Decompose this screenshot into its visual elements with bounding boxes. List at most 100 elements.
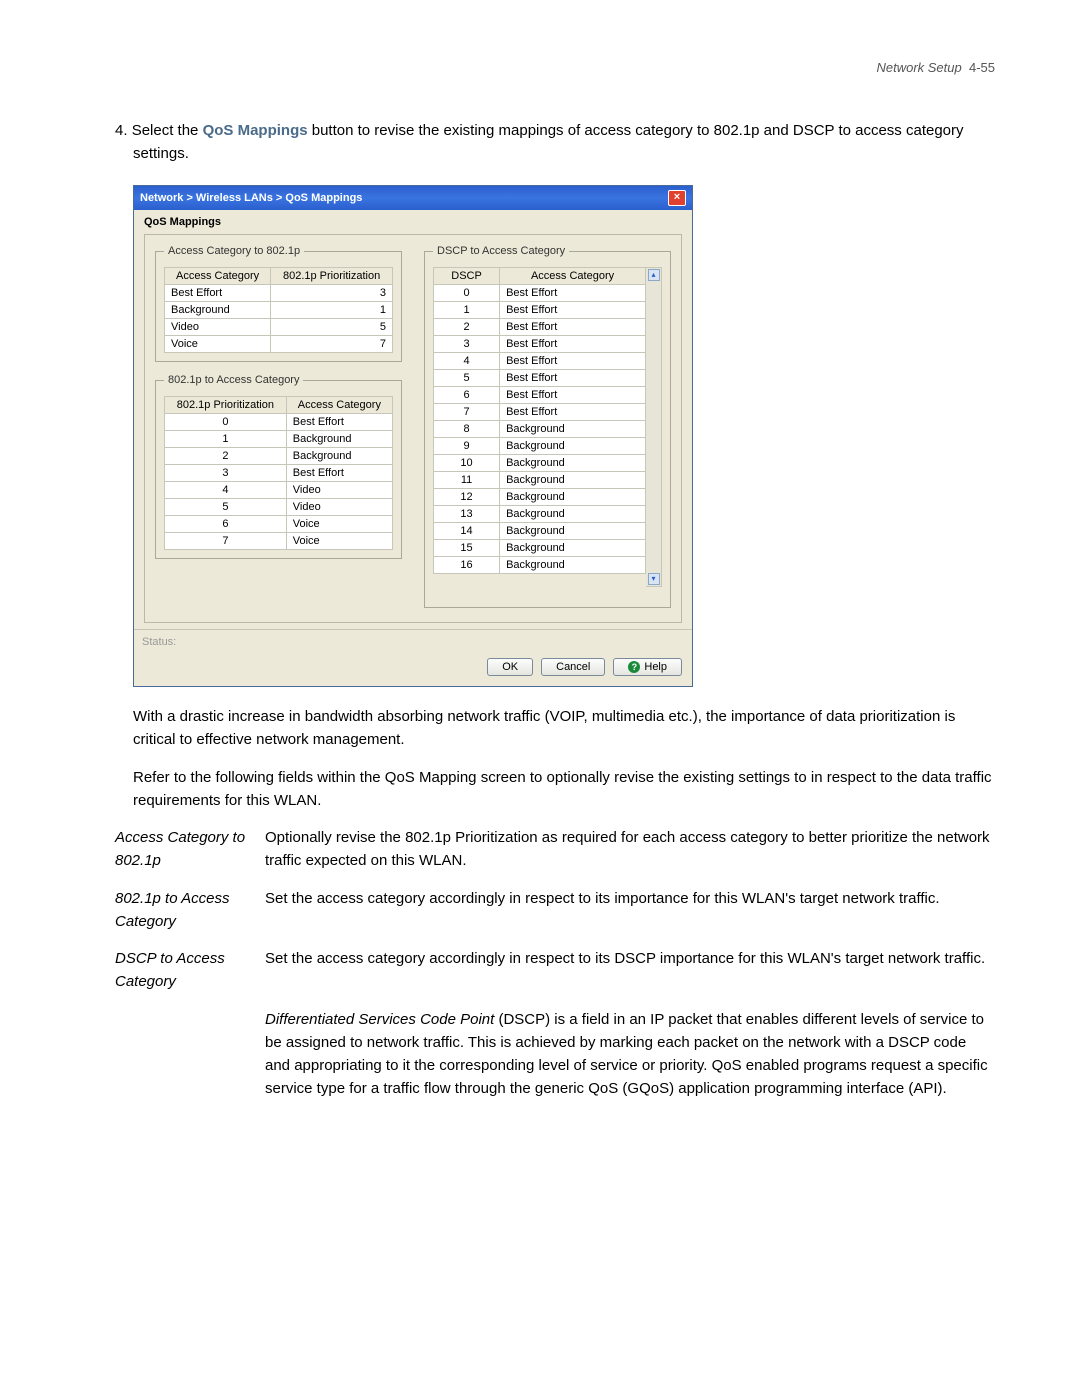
column-header: Access Category	[286, 397, 392, 414]
table-row[interactable]: 2Background	[165, 448, 393, 465]
table-row[interactable]: 0Best Effort	[434, 285, 646, 302]
table-row[interactable]: 14Background	[434, 523, 646, 540]
table-row[interactable]: 5Video	[165, 499, 393, 516]
definition-term: DSCP to Access Category	[115, 947, 265, 994]
table-row[interactable]: 4Video	[165, 482, 393, 499]
step-number: 4.	[115, 122, 128, 139]
table-row[interactable]: 8Background	[434, 421, 646, 438]
table-cell: Background	[500, 489, 646, 506]
table-cell: 7	[434, 404, 500, 421]
table-8021p-to-ac[interactable]: 802.1p PrioritizationAccess Category0Bes…	[164, 396, 393, 550]
table-row[interactable]: 3Best Effort	[165, 465, 393, 482]
help-button[interactable]: ?Help	[613, 658, 682, 676]
table-row[interactable]: 4Best Effort	[434, 353, 646, 370]
table-cell: 7	[271, 336, 393, 353]
table-cell: 6	[165, 516, 287, 533]
table-cell: 2	[165, 448, 287, 465]
table-row[interactable]: Video5	[165, 319, 393, 336]
table-cell: 14	[434, 523, 500, 540]
table-ac-to-8021p[interactable]: Access Category802.1p PrioritizationBest…	[164, 267, 393, 353]
table-cell: Best Effort	[500, 302, 646, 319]
status-label: Status:	[142, 636, 176, 648]
section-label: QoS Mappings	[144, 214, 682, 234]
qos-mappings-dialog: Network > Wireless LANs > QoS Mappings ×…	[133, 185, 693, 687]
definition-desc: Optionally revise the 802.1p Prioritizat…	[265, 826, 995, 873]
table-row[interactable]: 10Background	[434, 455, 646, 472]
table-cell: Best Effort	[500, 370, 646, 387]
table-cell: 3	[165, 465, 287, 482]
table-cell: 4	[434, 353, 500, 370]
table-cell: 13	[434, 506, 500, 523]
table-row[interactable]: 15Background	[434, 540, 646, 557]
close-icon[interactable]: ×	[668, 190, 686, 206]
ok-button[interactable]: OK	[487, 658, 533, 676]
table-row[interactable]: Background1	[165, 302, 393, 319]
table-row[interactable]: Voice7	[165, 336, 393, 353]
table-cell: Background	[500, 421, 646, 438]
table-row[interactable]: 9Background	[434, 438, 646, 455]
note-row: Differentiated Services Code Point (DSCP…	[115, 1008, 995, 1101]
table-cell: 5	[271, 319, 393, 336]
table-row[interactable]: 6Best Effort	[434, 387, 646, 404]
column-header: 802.1p Prioritization	[165, 397, 287, 414]
button-row: OK Cancel ?Help	[134, 650, 692, 686]
group-ac-to-8021p: Access Category to 802.1p Access Categor…	[155, 245, 402, 362]
scrollbar[interactable]: ▴ ▾	[646, 267, 662, 587]
group-dscp-to-ac: DSCP to Access Category DSCPAccess Categ…	[424, 245, 671, 608]
status-row: Status:	[134, 629, 692, 650]
table-cell: Voice	[165, 336, 271, 353]
para-1: With a drastic increase in bandwidth abs…	[133, 705, 995, 752]
definition-row: DSCP to Access CategorySet the access ca…	[115, 947, 995, 994]
table-cell: Best Effort	[500, 285, 646, 302]
table-row[interactable]: 1Background	[165, 431, 393, 448]
table-cell: 6	[434, 387, 500, 404]
titlebar: Network > Wireless LANs > QoS Mappings ×	[134, 186, 692, 210]
cancel-button[interactable]: Cancel	[541, 658, 605, 676]
table-cell: Best Effort	[500, 387, 646, 404]
column-header: 802.1p Prioritization	[271, 268, 393, 285]
table-row[interactable]: 7Best Effort	[434, 404, 646, 421]
table-row[interactable]: 6Voice	[165, 516, 393, 533]
table-cell: Background	[165, 302, 271, 319]
table-row[interactable]: 5Best Effort	[434, 370, 646, 387]
table-cell: 0	[165, 414, 287, 431]
table-cell: Voice	[286, 516, 392, 533]
table-row[interactable]: 12Background	[434, 489, 646, 506]
table-cell: 11	[434, 472, 500, 489]
definition-row: Access Category to 802.1pOptionally revi…	[115, 826, 995, 873]
table-cell: 3	[434, 336, 500, 353]
group3-legend: DSCP to Access Category	[433, 245, 569, 257]
definition-desc: Set the access category accordingly in r…	[265, 947, 995, 994]
table-cell: 0	[434, 285, 500, 302]
table-cell: 3	[271, 285, 393, 302]
group2-legend: 802.1p to Access Category	[164, 374, 303, 386]
table-cell: 16	[434, 557, 500, 574]
table-dscp-to-ac[interactable]: DSCPAccess Category0Best Effort1Best Eff…	[433, 267, 646, 574]
table-row[interactable]: 13Background	[434, 506, 646, 523]
table-row[interactable]: 7Voice	[165, 533, 393, 550]
instruction-step: 4. Select the QoS Mappings button to rev…	[115, 120, 995, 165]
definition-term: Access Category to 802.1p	[115, 826, 265, 873]
table-row[interactable]: 0Best Effort	[165, 414, 393, 431]
table-row[interactable]: 1Best Effort	[434, 302, 646, 319]
table-row[interactable]: 3Best Effort	[434, 336, 646, 353]
table-cell: 8	[434, 421, 500, 438]
table-row[interactable]: 11Background	[434, 472, 646, 489]
table-cell: Background	[500, 557, 646, 574]
definition-row: 802.1p to Access CategorySet the access …	[115, 887, 995, 934]
qos-mappings-link: QoS Mappings	[203, 122, 308, 139]
scroll-down-icon[interactable]: ▾	[648, 573, 660, 585]
group1-legend: Access Category to 802.1p	[164, 245, 304, 257]
table-row[interactable]: Best Effort3	[165, 285, 393, 302]
table-row[interactable]: 2Best Effort	[434, 319, 646, 336]
step-pre: Select the	[132, 122, 203, 139]
table-row[interactable]: 16Background	[434, 557, 646, 574]
table-cell: Best Effort	[286, 414, 392, 431]
table-cell: 5	[165, 499, 287, 516]
table-cell: Best Effort	[500, 319, 646, 336]
definition-term: 802.1p to Access Category	[115, 887, 265, 934]
table-cell: Background	[286, 448, 392, 465]
scroll-up-icon[interactable]: ▴	[648, 269, 660, 281]
breadcrumb: Network > Wireless LANs > QoS Mappings	[140, 192, 362, 204]
table-cell: 1	[434, 302, 500, 319]
